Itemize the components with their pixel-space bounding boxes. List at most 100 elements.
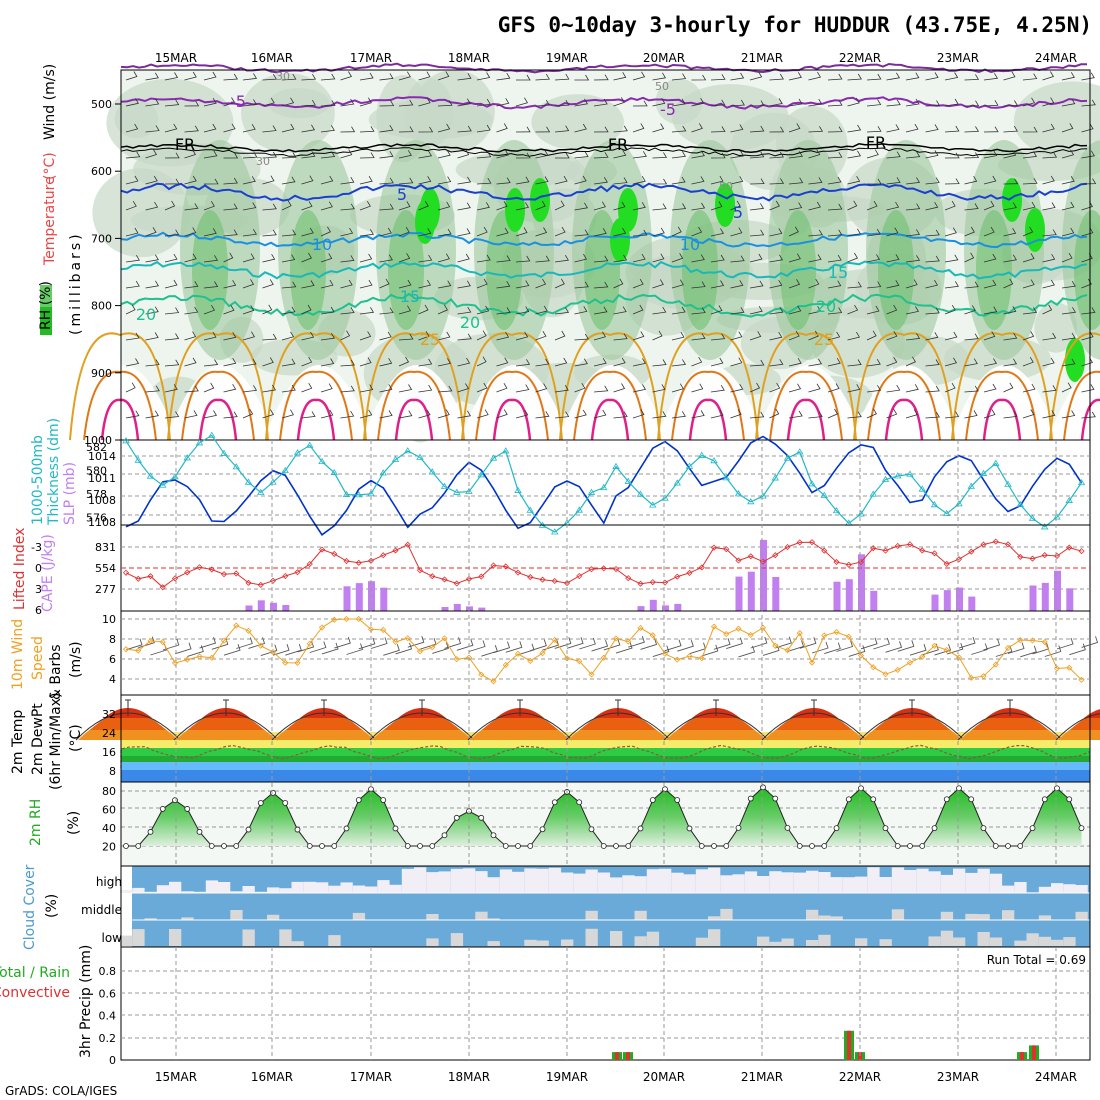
wind-barb: [554, 200, 565, 211]
wind-barb: [1003, 202, 1017, 211]
contour-label: 5: [733, 203, 743, 222]
wind-barb: [788, 305, 802, 315]
cloud-high-block: [757, 876, 770, 893]
cloud-high-block: [512, 871, 525, 893]
wind-barb: [493, 641, 511, 654]
wind-barb: [203, 331, 217, 341]
cloud-high-block: [340, 882, 353, 893]
li-point: [269, 577, 277, 584]
slp-point: [612, 462, 620, 469]
wind-barb: [418, 228, 432, 237]
wind-barb: [983, 200, 995, 211]
wind-barb: [223, 252, 234, 263]
wind-barb: [379, 227, 392, 237]
li-point: [196, 564, 203, 571]
li-point: [490, 562, 497, 569]
wind-barb: [964, 175, 978, 185]
rh-point: [417, 843, 423, 849]
wind-barb: [866, 358, 881, 367]
wind-barb: [788, 357, 802, 367]
wind-barb: [379, 203, 394, 211]
wind-speed-point: [196, 653, 203, 660]
wind-barb: [632, 253, 646, 263]
wind-barb: [554, 73, 570, 81]
wind-barb: [640, 638, 658, 650]
wind-barb: [905, 356, 916, 367]
wind10-label-2: Speed: [30, 636, 46, 680]
wind-barb: [359, 384, 374, 393]
wind-barb: [944, 357, 958, 367]
wind-barb: [281, 281, 297, 289]
wind-barb: [242, 151, 258, 159]
wind-barb: [983, 279, 997, 289]
rh-region: [531, 94, 624, 151]
rh-point: [821, 843, 828, 849]
wind-barb: [164, 279, 178, 289]
li-point: [1004, 541, 1012, 548]
wind-speed-point: [784, 647, 791, 654]
rh-point: [747, 795, 754, 802]
wind-barb: [905, 333, 921, 341]
y-tick-label: 60: [102, 804, 116, 817]
wind-barb: [145, 254, 159, 263]
rh-point: [404, 843, 411, 849]
wind-speed-point: [294, 659, 301, 666]
wind-barb: [301, 175, 314, 185]
y-tick-label: 1008: [88, 494, 116, 507]
wind-barb: [788, 253, 801, 263]
cloud-high-block: [916, 868, 929, 893]
wind-barb: [437, 149, 451, 159]
rh-point: [380, 797, 387, 803]
wind-barb: [242, 305, 255, 315]
contour-30: [475, 370, 549, 441]
wind-barb: [944, 281, 959, 289]
slp-point: [710, 457, 718, 464]
wind-barb: [515, 384, 530, 393]
wind-barb: [301, 411, 316, 419]
wind-barb: [515, 280, 530, 289]
wind-barb: [1003, 358, 1018, 367]
wind-barb: [1003, 178, 1019, 185]
slp-series-line: [125, 434, 1082, 533]
wind-speed-point: [980, 673, 987, 680]
slp-point: [832, 507, 841, 514]
wind-barb: [671, 226, 682, 237]
wind-label: Wind (m/s): [42, 64, 58, 140]
wind-barb: [301, 280, 315, 289]
wind-barb: [145, 359, 160, 367]
temp-hump: [1084, 709, 1100, 718]
wind-barb: [535, 330, 547, 341]
wind-10m-panel: 10 8 6 4 10m Wind Speed & Barbs (m/s): [10, 610, 1099, 700]
rh-point: [343, 825, 350, 832]
temp-band: [121, 740, 1090, 748]
wind-barb: [808, 278, 820, 289]
wind-barb: [223, 123, 236, 133]
wind-speed-point: [882, 671, 889, 678]
cloud-high-block: [1002, 885, 1015, 893]
wind-barb: [1003, 125, 1018, 133]
wind-barb: [652, 384, 666, 393]
rh-region-saturated: [715, 183, 735, 227]
wind-barb: [457, 357, 471, 367]
wind-barb: [710, 333, 726, 341]
wind-barb: [340, 410, 355, 419]
wind-barb: [359, 253, 373, 263]
wind-barb: [574, 306, 588, 315]
wind-speed-point: [870, 664, 877, 671]
wind-barb: [164, 229, 180, 237]
wind-barb: [885, 641, 903, 653]
contour-30: [83, 370, 157, 441]
cloud-high-block: [842, 877, 856, 893]
wind-barb: [554, 175, 568, 185]
wind-barb: [730, 280, 744, 289]
wind-barb: [301, 124, 316, 133]
wind-speed-point: [502, 661, 509, 669]
wind10-unit: (m/s): [68, 641, 84, 678]
wind-barb: [301, 151, 316, 159]
slp-point: [367, 489, 375, 497]
cloud-high-block: [230, 891, 243, 893]
cloud-high-block: [254, 891, 268, 893]
wind-barb: [1003, 149, 1017, 159]
li-point: [159, 584, 166, 591]
wind-barb: [1042, 357, 1055, 367]
